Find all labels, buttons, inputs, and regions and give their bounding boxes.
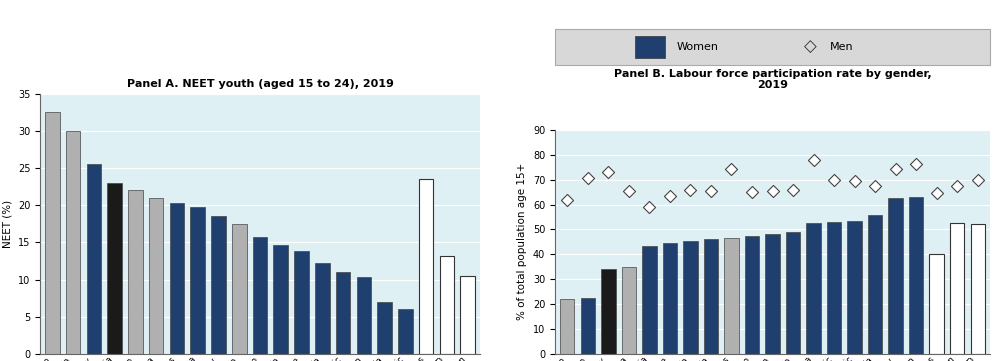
Bar	[847, 221, 862, 354]
Bar	[294, 251, 309, 354]
Point	[949, 183, 965, 189]
Bar	[622, 267, 636, 354]
Point	[559, 197, 575, 203]
Title: Panel A. NEET youth (aged 15 to 24), 2019: Panel A. NEET youth (aged 15 to 24), 201…	[127, 79, 393, 89]
Point	[662, 193, 678, 199]
Point	[806, 157, 822, 163]
Bar	[683, 241, 698, 354]
Bar	[765, 234, 780, 354]
Bar	[190, 207, 205, 354]
Point	[580, 175, 596, 181]
Point	[785, 187, 801, 192]
Point	[600, 169, 616, 175]
Bar	[315, 263, 330, 354]
Bar	[170, 203, 184, 354]
Point	[908, 161, 924, 166]
Point	[764, 188, 780, 194]
Point	[703, 188, 719, 194]
Bar	[642, 245, 657, 354]
Point	[641, 204, 657, 210]
Bar	[909, 197, 923, 354]
Title: Panel B. Labour force participation rate by gender,
2019: Panel B. Labour force participation rate…	[614, 69, 931, 90]
Bar	[357, 277, 371, 354]
Bar	[149, 198, 163, 354]
Bar	[581, 298, 595, 354]
Bar	[663, 243, 677, 354]
Bar	[786, 232, 800, 354]
Bar	[971, 225, 985, 354]
Bar	[398, 309, 413, 354]
Bar	[128, 190, 143, 354]
Point	[744, 189, 760, 195]
Bar	[888, 198, 903, 354]
Point	[621, 188, 637, 194]
Point	[682, 187, 698, 192]
Bar	[211, 216, 226, 354]
Point	[970, 177, 986, 183]
Y-axis label: NEET (%): NEET (%)	[2, 200, 12, 248]
Point	[826, 177, 842, 183]
Bar	[253, 237, 267, 354]
Bar	[66, 131, 80, 354]
Text: ◇: ◇	[804, 38, 816, 56]
Point	[723, 166, 739, 171]
Bar	[273, 245, 288, 354]
Bar	[45, 112, 60, 354]
Bar	[704, 239, 718, 354]
Bar	[601, 269, 616, 354]
Point	[888, 166, 904, 171]
Bar	[87, 164, 101, 354]
Bar	[336, 272, 350, 354]
Point	[929, 191, 945, 196]
Bar	[232, 224, 247, 354]
Point	[867, 183, 883, 189]
Bar	[460, 276, 475, 354]
Bar	[440, 256, 454, 354]
Y-axis label: % of total population age 15+: % of total population age 15+	[517, 163, 527, 321]
Bar	[560, 299, 574, 354]
Bar	[827, 222, 841, 354]
Bar	[107, 183, 122, 354]
Bar	[745, 236, 759, 354]
Point	[847, 178, 863, 184]
Bar	[419, 179, 433, 354]
Text: Men: Men	[830, 42, 854, 52]
Bar	[806, 223, 821, 354]
Bar	[724, 238, 739, 354]
Bar	[868, 214, 882, 354]
Bar	[929, 254, 944, 354]
Bar	[377, 302, 392, 354]
Text: Women: Women	[677, 42, 719, 52]
Bar	[950, 223, 964, 354]
